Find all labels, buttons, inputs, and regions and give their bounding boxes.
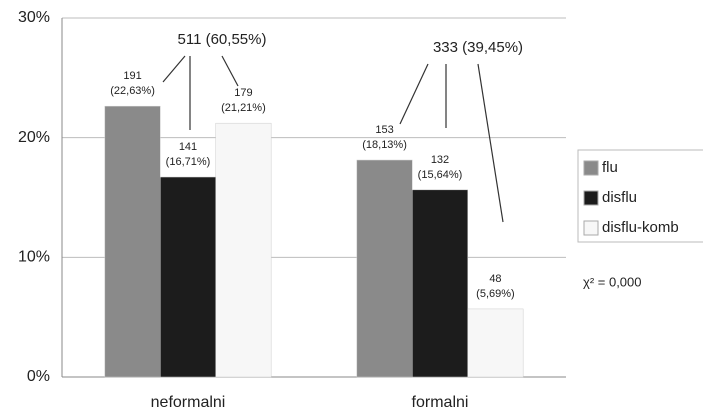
annotation-line bbox=[162, 55, 186, 83]
bar bbox=[356, 159, 413, 378]
y-tick-label: 30% bbox=[18, 9, 50, 26]
bar bbox=[412, 189, 468, 378]
value-label-line: 48 bbox=[489, 273, 501, 285]
annotation-line bbox=[221, 55, 239, 87]
legend-label: disflu bbox=[602, 189, 637, 206]
legend-label: flu bbox=[602, 159, 618, 176]
value-label-line: 132 bbox=[431, 154, 449, 166]
annotation-line bbox=[399, 63, 429, 125]
x-tick-label: neformalni bbox=[151, 394, 226, 411]
value-label-line: 153 bbox=[375, 124, 393, 136]
value-label: 141 (16,71%) bbox=[166, 141, 211, 168]
bar bbox=[104, 105, 161, 378]
value-label: 132 (15,64%) bbox=[418, 154, 463, 181]
legend-swatch bbox=[583, 190, 599, 206]
value-label: 191 (22,63%) bbox=[110, 70, 155, 97]
annotation: 333 (39,45%) bbox=[433, 39, 523, 56]
x-tick-label: formalni bbox=[412, 394, 469, 411]
value-label-line: (18,13%) bbox=[362, 139, 407, 151]
value-label-line: 191 bbox=[123, 70, 141, 82]
value-label: 48 (5,69%) bbox=[476, 273, 515, 300]
y-tick-label: 0% bbox=[27, 368, 50, 385]
value-label-line: 141 bbox=[179, 141, 197, 153]
bar bbox=[215, 122, 272, 378]
value-label-line: (15,64%) bbox=[418, 169, 463, 181]
legend-swatch bbox=[583, 160, 599, 176]
value-label-line: (16,71%) bbox=[166, 156, 211, 168]
legend-swatch bbox=[583, 220, 599, 236]
value-label-line: (22,63%) bbox=[110, 85, 155, 97]
value-label-line: 179 bbox=[234, 87, 252, 99]
y-tick-label: 10% bbox=[18, 249, 50, 266]
y-tick-label: 20% bbox=[18, 129, 50, 146]
annotation-line bbox=[477, 63, 504, 223]
legend bbox=[577, 149, 703, 243]
legend-label: disflu-komb bbox=[602, 219, 679, 236]
value-label-line: (5,69%) bbox=[476, 288, 515, 300]
annotation: χ² = 0,000 bbox=[583, 274, 642, 289]
bar bbox=[467, 308, 524, 378]
value-label: 153 (18,13%) bbox=[362, 124, 407, 151]
value-label: 179 (21,21%) bbox=[221, 87, 266, 114]
value-label-line: (21,21%) bbox=[221, 102, 266, 114]
annotation: 511 (60,55%) bbox=[178, 31, 267, 48]
bar bbox=[160, 176, 216, 378]
